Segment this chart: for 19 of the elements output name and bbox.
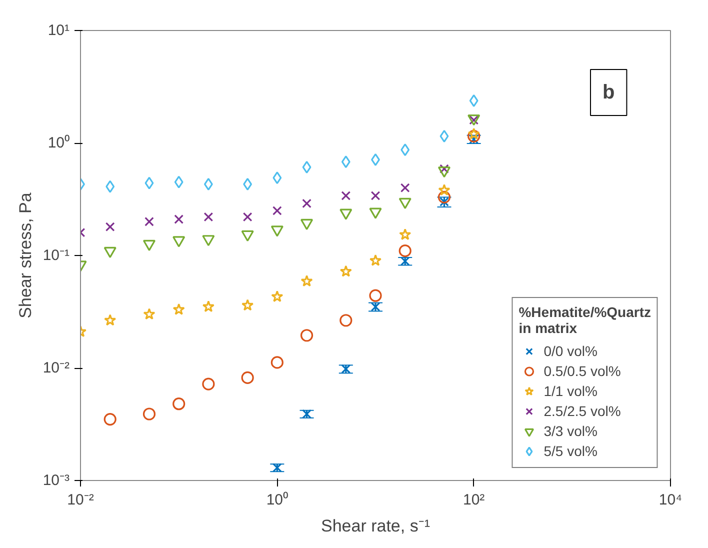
y-tick-label: 10⁰ [48, 134, 70, 152]
y-axis-title: Shear stress, Pa [16, 192, 35, 318]
x-axis-title: Shear rate, s⁻¹ [321, 516, 430, 536]
x-tick-label: 10⁻² [67, 492, 94, 508]
legend-label: 0.5/0.5 vol% [544, 363, 621, 379]
x-tick-label: 10² [462, 492, 485, 508]
annotation: b [602, 82, 615, 104]
legend-label: 0/0 vol% [544, 343, 598, 359]
x-tick-label: 10⁰ [266, 492, 288, 508]
legend-title: %Hematite/%Quartz in matrix [518, 304, 651, 336]
legend-label: 1/1 vol% [544, 383, 598, 399]
legend-label: 3/3 vol% [544, 423, 598, 439]
legend-label: 2.5/2.5 vol% [544, 403, 621, 419]
x-tick-label: 10⁴ [658, 492, 682, 508]
legend-label: 5/5 vol% [544, 443, 598, 459]
y-tick-label: 10¹ [48, 22, 70, 39]
y-tick-label: 10⁻¹ [42, 247, 70, 264]
y-tick-label: 10⁻² [42, 360, 70, 376]
y-tick-label: 10⁻³ [42, 472, 70, 489]
